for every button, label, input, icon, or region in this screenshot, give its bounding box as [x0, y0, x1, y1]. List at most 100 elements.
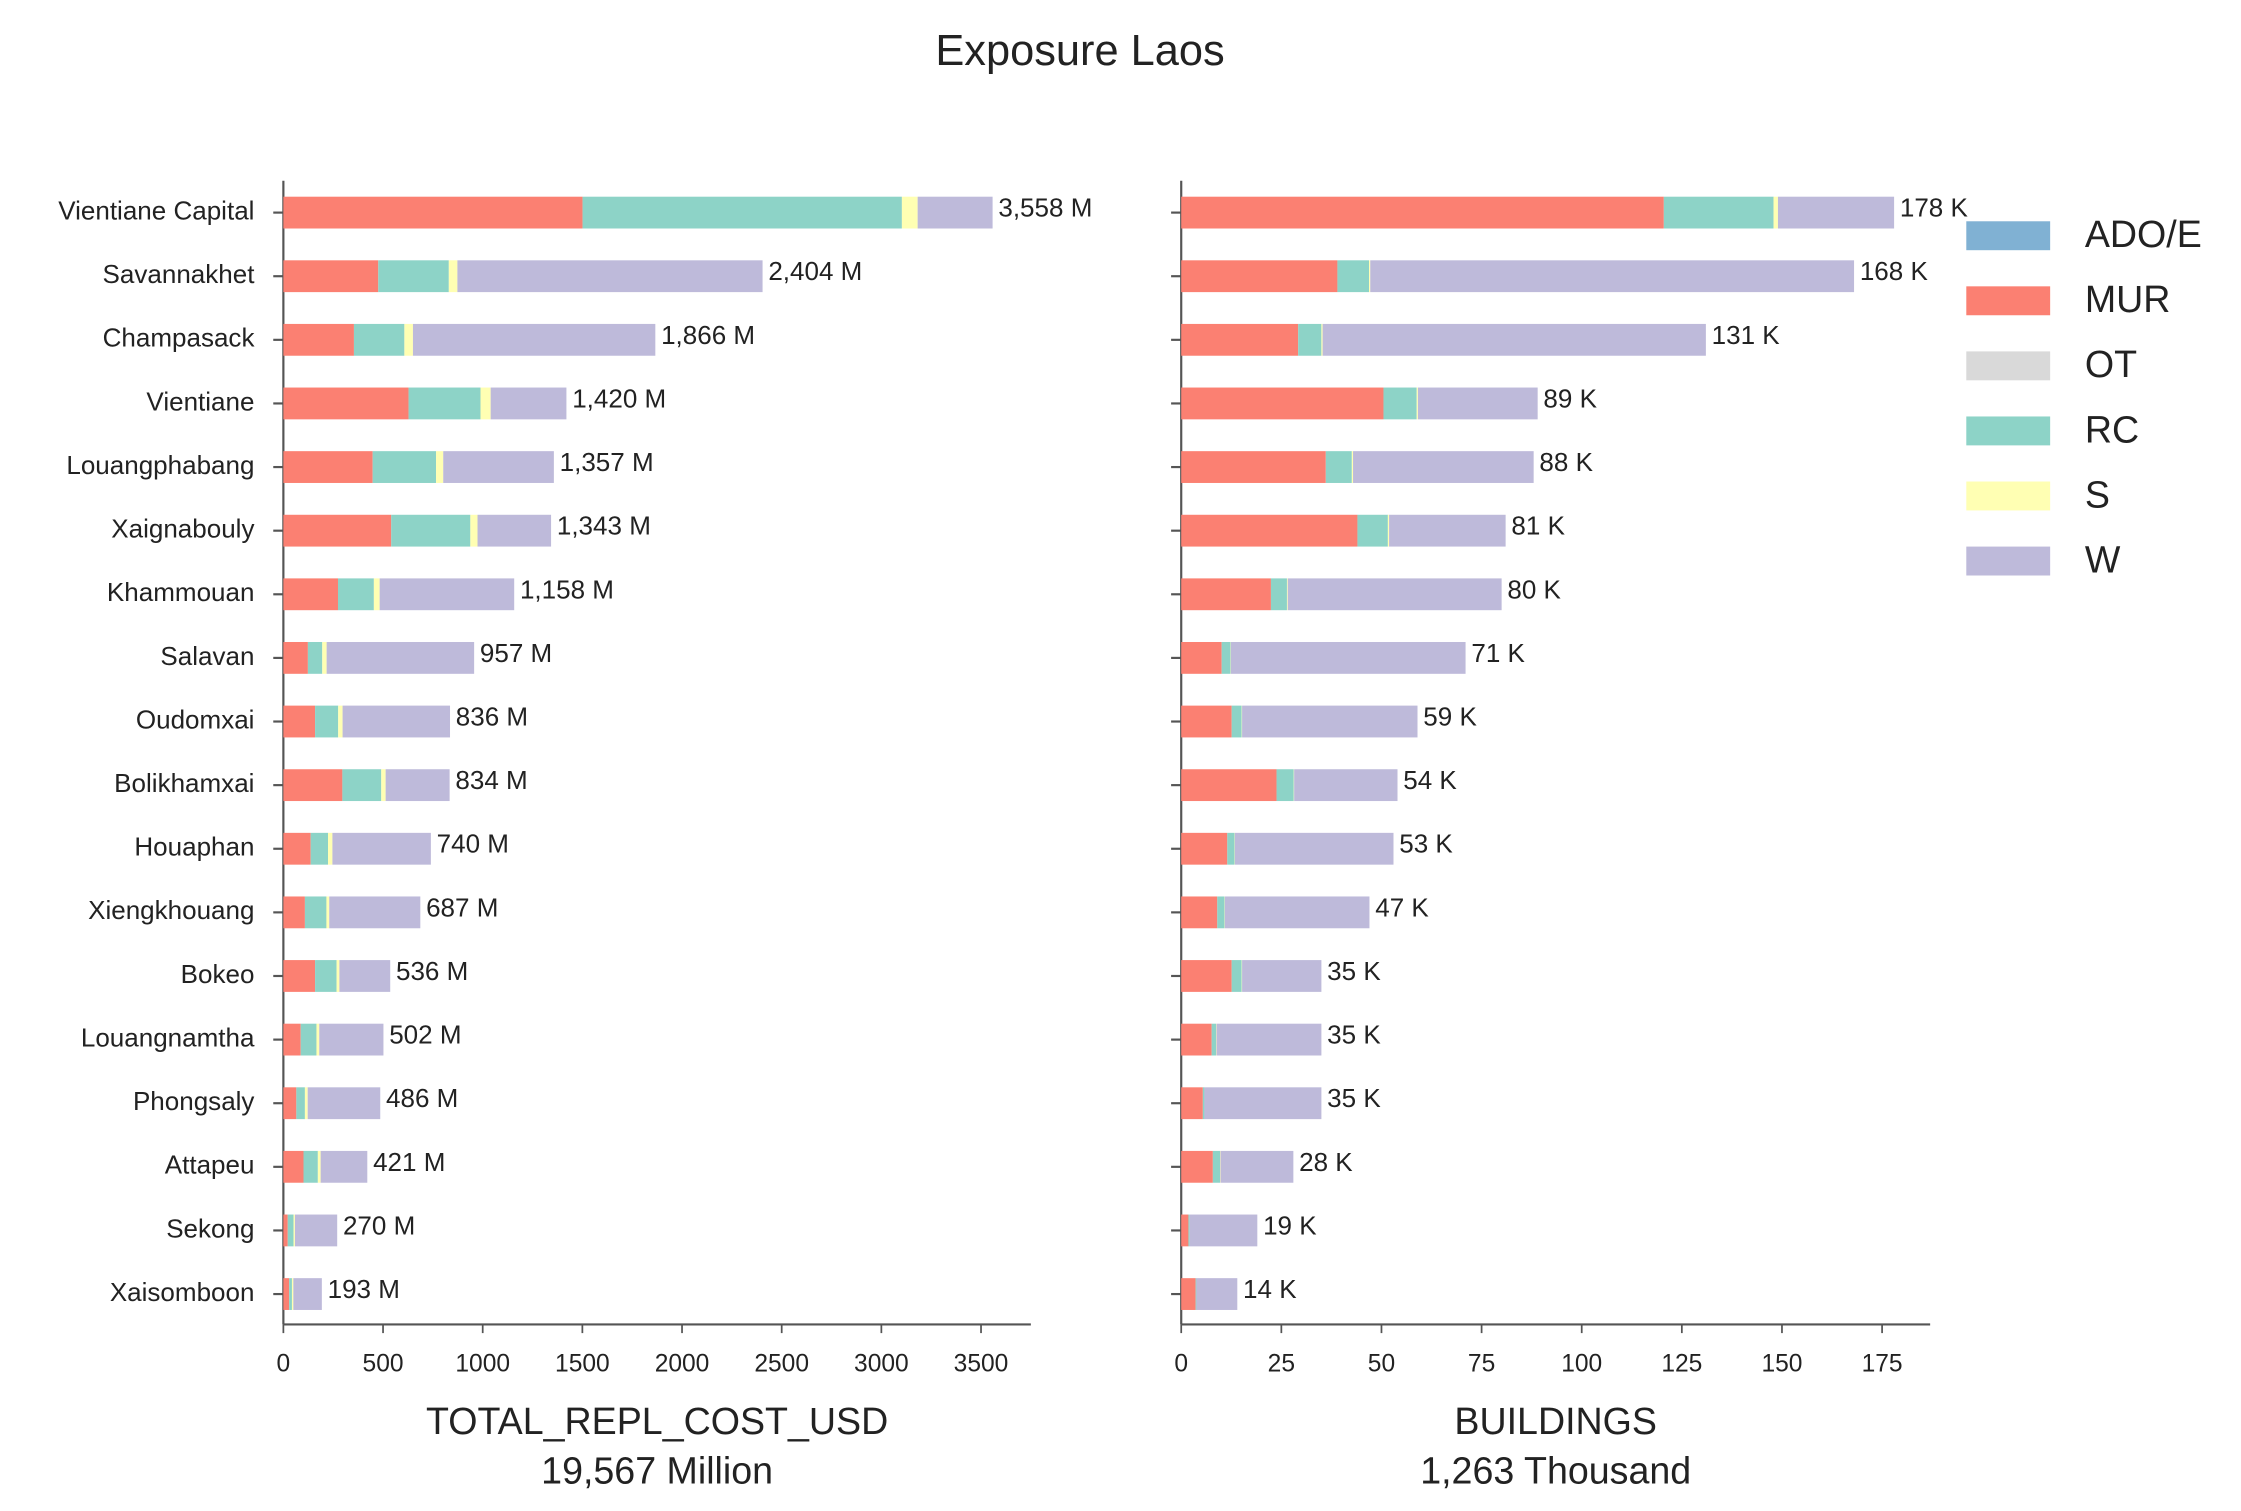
x-tick-label: 125	[1661, 1350, 1702, 1377]
bar-segment	[283, 960, 316, 992]
bar-segment	[283, 832, 311, 865]
bar-segment	[283, 323, 354, 356]
bar-segment	[289, 1278, 292, 1310]
bar-segment	[1181, 323, 1299, 356]
bar-segment	[1181, 1087, 1203, 1120]
bar-segment	[1181, 387, 1384, 420]
total-label: 421 M	[373, 1147, 445, 1177]
y-tick-label: Xiengkhouang	[88, 895, 254, 925]
x-tick-label: 150	[1761, 1350, 1802, 1377]
total-label: 168 K	[1860, 256, 1929, 286]
x-tick-label: 1500	[555, 1350, 610, 1377]
bar-segment	[1217, 896, 1225, 929]
bar-segment	[315, 960, 337, 992]
bar-segment	[283, 514, 392, 547]
legend-label: S	[2085, 473, 2110, 515]
legend-swatch	[1966, 481, 2051, 511]
bar-segment	[283, 769, 343, 802]
bar-segment	[917, 196, 993, 229]
bar-segment	[315, 705, 339, 738]
total-label: 80 K	[1507, 574, 1561, 604]
bar-segment	[283, 260, 379, 293]
bar-segment	[490, 387, 567, 420]
bar-segment	[1212, 1150, 1221, 1183]
bar-segment	[1181, 1023, 1212, 1056]
bar-segment	[283, 1150, 304, 1183]
bar-segment	[372, 451, 437, 483]
bar-segment	[1181, 832, 1228, 865]
bar-segment	[319, 1023, 384, 1056]
bar-segment	[293, 1214, 295, 1247]
total-label: 836 M	[456, 702, 528, 732]
bar-segment	[1369, 260, 1371, 293]
bar-segment	[283, 642, 308, 674]
total-label: 957 M	[480, 638, 552, 668]
bar-segment	[337, 578, 374, 611]
chart-title: Exposure Laos	[935, 27, 1224, 75]
bar-segment	[443, 451, 554, 483]
x-tick-label: 25	[1268, 1350, 1295, 1377]
bar-segment	[1387, 514, 1390, 547]
bar-segment	[1181, 960, 1232, 992]
bar-segment	[901, 196, 918, 229]
bar-segment	[1370, 260, 1855, 293]
bar-segment	[293, 1278, 322, 1310]
bar-segment	[378, 260, 449, 293]
total-label: 178 K	[1900, 193, 1969, 223]
x-tick-label: 2500	[754, 1350, 809, 1377]
bar-segment	[373, 578, 380, 611]
bar-segment	[287, 1214, 294, 1247]
y-tick-label: Savannakhet	[103, 259, 256, 289]
legend-swatch	[1966, 351, 2051, 381]
total-label: 1,357 M	[560, 447, 654, 477]
total-label: 59 K	[1423, 702, 1477, 732]
bar-segment	[1231, 960, 1242, 992]
bar-segment	[342, 769, 382, 802]
bar-segment	[1231, 705, 1242, 738]
bar-segment	[1181, 578, 1271, 611]
bar-segment	[480, 387, 491, 420]
total-label: 1,420 M	[572, 383, 666, 413]
bar-segment	[339, 960, 391, 992]
x-tick-label: 3000	[854, 1350, 909, 1377]
bar-segment	[307, 1087, 381, 1120]
bar-segment	[322, 642, 327, 674]
bar-segment	[1227, 832, 1235, 865]
bar-segment	[317, 1150, 321, 1183]
bar-segment	[294, 1214, 338, 1247]
bar-segment	[283, 196, 583, 229]
bar-segment	[1389, 514, 1506, 547]
bar-segment	[1196, 1278, 1238, 1310]
bar-segment	[296, 1087, 305, 1120]
y-tick-label: Salavan	[160, 641, 254, 671]
bar-segment	[1221, 642, 1231, 674]
bar-segment	[316, 1023, 320, 1056]
bar-segment	[1287, 578, 1502, 611]
bar-segment	[408, 387, 481, 420]
total-label: 193 M	[328, 1274, 400, 1304]
bar-segment	[1417, 387, 1538, 420]
bar-segment	[342, 705, 451, 738]
y-tick-label: Xaignabouly	[111, 514, 254, 544]
x-tick-label: 500	[363, 1350, 404, 1377]
y-tick-label: Champasack	[103, 323, 256, 353]
bar-segment	[1337, 260, 1370, 293]
bar-segment	[338, 705, 343, 738]
bar-segment	[283, 1023, 301, 1056]
total-label: 89 K	[1543, 383, 1597, 413]
bar-segment	[385, 769, 450, 802]
legend-swatch	[1966, 546, 2051, 576]
bar-segment	[283, 1214, 288, 1247]
x-tick-label: 100	[1561, 1350, 1602, 1377]
bar-segment	[1353, 451, 1534, 483]
x-axis-label: 1,263 Thousand	[1420, 1449, 1691, 1491]
bar-segment	[303, 1150, 318, 1183]
total-label: 1,343 M	[557, 511, 651, 541]
total-label: 131 K	[1712, 320, 1781, 350]
bar-segment	[326, 642, 475, 674]
bar-segment	[1322, 323, 1706, 356]
bar-segment	[1181, 1278, 1196, 1310]
bar-segment	[1202, 1087, 1205, 1120]
total-label: 2,404 M	[768, 256, 862, 286]
